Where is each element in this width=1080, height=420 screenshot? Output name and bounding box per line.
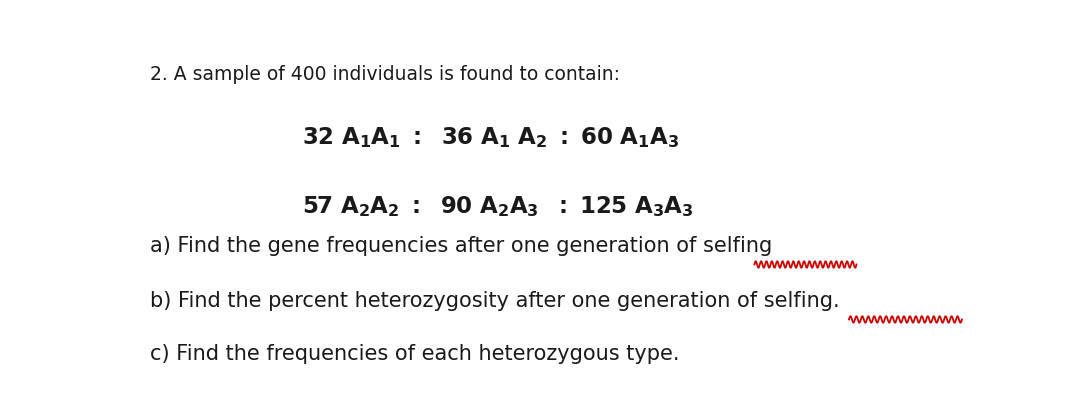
Text: b) Find the percent heterozygosity after one generation of selfing.: b) Find the percent heterozygosity after…: [150, 291, 839, 311]
Text: 2. A sample of 400 individuals is found to contain:: 2. A sample of 400 individuals is found …: [150, 65, 620, 84]
Text: c) Find the frequencies of each heterozygous type.: c) Find the frequencies of each heterozy…: [150, 344, 679, 364]
Text: $\mathbf{57\ A_2A_2\ :\ \ 90\ A_2A_3\ \ :\ 125\ A_3A_3}$: $\mathbf{57\ A_2A_2\ :\ \ 90\ A_2A_3\ \ …: [302, 194, 694, 219]
Text: $\mathbf{32\ A_1A_1\ :\ \ 36\ A_1\ A_2\ :\ 60\ A_1A_3}$: $\mathbf{32\ A_1A_1\ :\ \ 36\ A_1\ A_2\ …: [302, 125, 679, 150]
Text: a) Find the gene frequencies after one generation of selfing: a) Find the gene frequencies after one g…: [150, 236, 772, 256]
